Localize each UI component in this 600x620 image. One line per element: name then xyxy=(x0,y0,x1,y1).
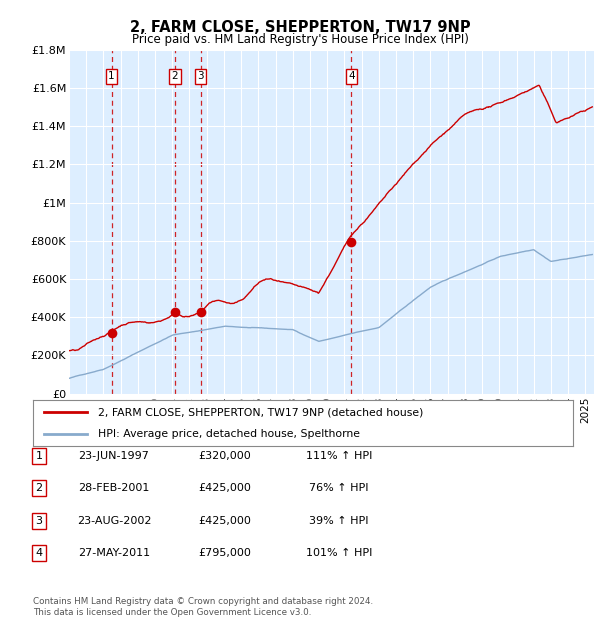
Text: £425,000: £425,000 xyxy=(199,483,251,493)
Text: £795,000: £795,000 xyxy=(199,548,251,558)
Text: 111% ↑ HPI: 111% ↑ HPI xyxy=(306,451,372,461)
Text: 27-MAY-2011: 27-MAY-2011 xyxy=(78,548,150,558)
Text: £320,000: £320,000 xyxy=(199,451,251,461)
Text: 2: 2 xyxy=(35,483,43,493)
Text: 23-JUN-1997: 23-JUN-1997 xyxy=(79,451,149,461)
Text: 101% ↑ HPI: 101% ↑ HPI xyxy=(306,548,372,558)
Text: 4: 4 xyxy=(35,548,43,558)
Text: 3: 3 xyxy=(35,516,43,526)
Text: 2: 2 xyxy=(172,71,178,81)
Text: Price paid vs. HM Land Registry's House Price Index (HPI): Price paid vs. HM Land Registry's House … xyxy=(131,33,469,46)
Text: Contains HM Land Registry data © Crown copyright and database right 2024.
This d: Contains HM Land Registry data © Crown c… xyxy=(33,598,373,617)
Text: 23-AUG-2002: 23-AUG-2002 xyxy=(77,516,151,526)
Text: 1: 1 xyxy=(108,71,115,81)
Text: 2, FARM CLOSE, SHEPPERTON, TW17 9NP (detached house): 2, FARM CLOSE, SHEPPERTON, TW17 9NP (det… xyxy=(98,407,423,417)
Text: HPI: Average price, detached house, Spelthorne: HPI: Average price, detached house, Spel… xyxy=(98,429,360,439)
Text: 4: 4 xyxy=(348,71,355,81)
Text: 28-FEB-2001: 28-FEB-2001 xyxy=(79,483,149,493)
Text: 3: 3 xyxy=(197,71,204,81)
Text: 76% ↑ HPI: 76% ↑ HPI xyxy=(309,483,369,493)
Text: 39% ↑ HPI: 39% ↑ HPI xyxy=(309,516,369,526)
Text: 2, FARM CLOSE, SHEPPERTON, TW17 9NP: 2, FARM CLOSE, SHEPPERTON, TW17 9NP xyxy=(130,20,470,35)
Text: 1: 1 xyxy=(35,451,43,461)
Text: £425,000: £425,000 xyxy=(199,516,251,526)
